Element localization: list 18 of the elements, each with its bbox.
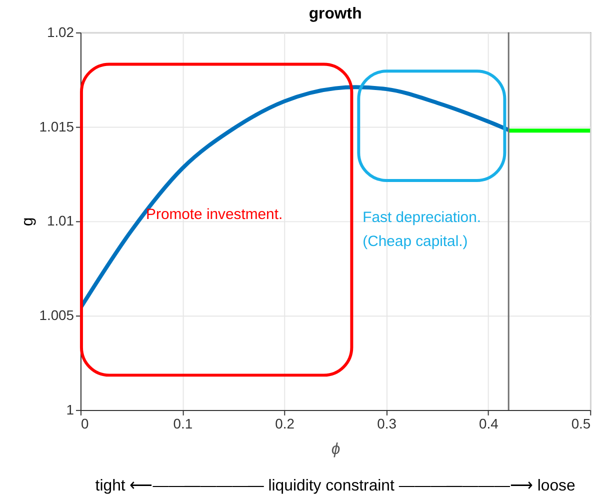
y-tick-label: 1.01 — [46, 212, 74, 229]
line-series — [80, 85, 511, 310]
y-tick-label: 1.015 — [39, 118, 74, 134]
x-tick-label: 0.1 — [173, 415, 193, 432]
x-tick-label: 0.4 — [479, 415, 499, 432]
y-tick-label: 1.02 — [46, 24, 74, 40]
annotation: Fast depreciation. (Cheap capital.) — [362, 210, 482, 250]
x-tick-label: 0 — [80, 415, 89, 432]
annotation: Promote investment. — [146, 207, 283, 224]
x-tick-label: 0.5 — [571, 415, 591, 432]
y-tick-label: 1.005 — [39, 307, 74, 324]
x-tick-label: 0.2 — [275, 415, 295, 432]
y-axis-title: g — [19, 217, 36, 226]
x-tick-label: 0.3 — [377, 415, 397, 432]
text: tight ⟵——————— liquidity constraint ———————⟶ loose — [95, 477, 576, 494]
y-tick-label: 1 — [66, 401, 74, 418]
x-axis-title: ϕ — [331, 441, 340, 458]
chart-title: growth — [308, 6, 362, 23]
